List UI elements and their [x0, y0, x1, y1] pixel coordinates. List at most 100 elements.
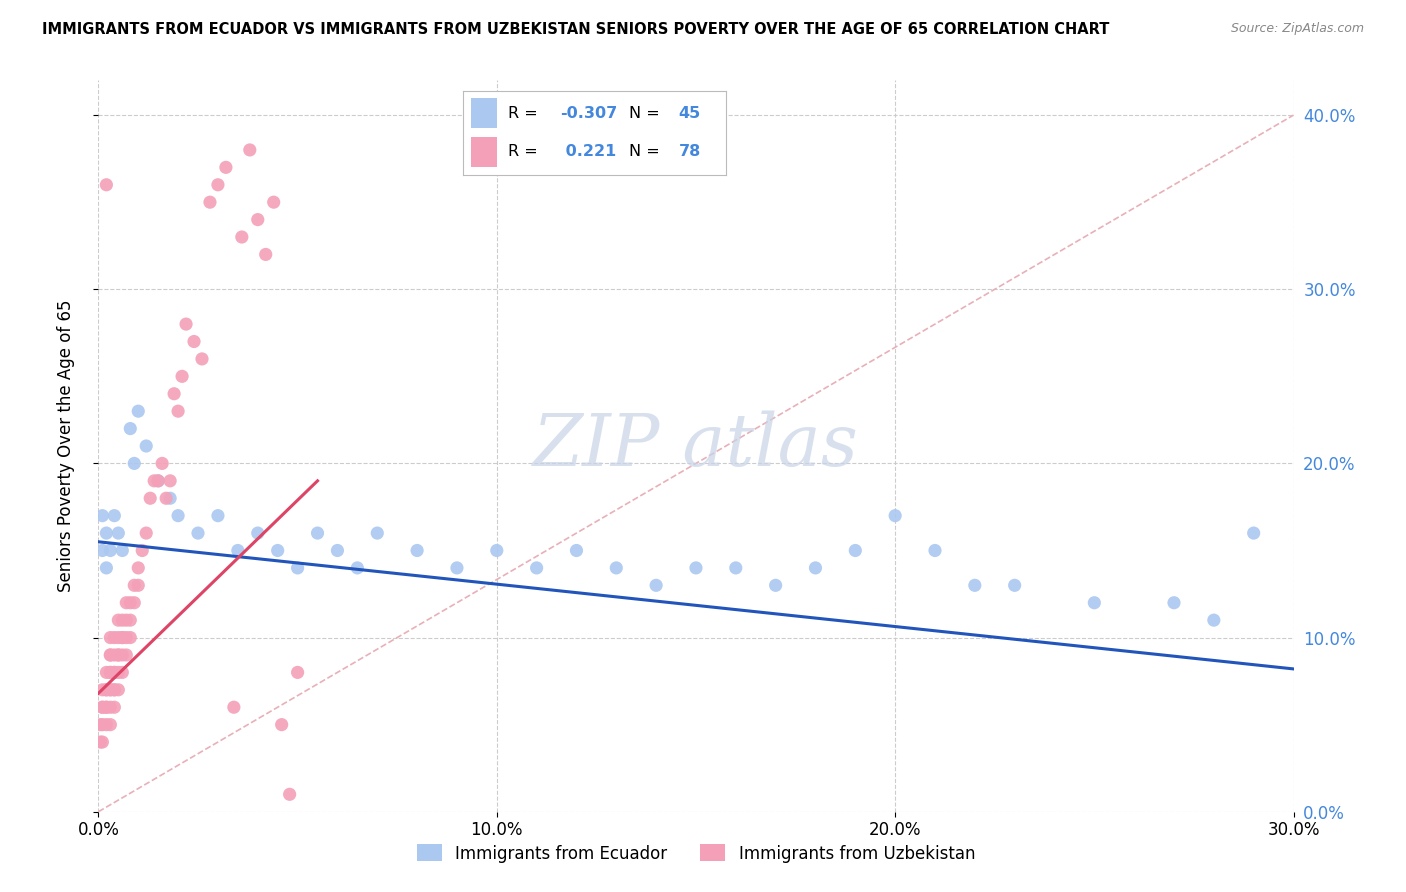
Point	[239, 143, 262, 157]
Point	[103, 665, 125, 680]
Point	[98, 631, 122, 645]
Point	[107, 665, 129, 680]
Point	[120, 613, 142, 627]
Point	[526, 561, 548, 575]
Point	[366, 526, 388, 541]
Text: ZIP atlas: ZIP atlas	[533, 410, 859, 482]
Point	[226, 543, 249, 558]
Point	[115, 631, 138, 645]
Point	[135, 526, 157, 541]
Legend: Immigrants from Ecuador, Immigrants from Uzbekistan: Immigrants from Ecuador, Immigrants from…	[411, 838, 981, 869]
Point	[115, 596, 138, 610]
Point	[91, 700, 114, 714]
Point	[963, 578, 986, 592]
Point	[103, 508, 125, 523]
Point	[89, 717, 111, 731]
Point	[103, 700, 125, 714]
Point	[103, 631, 125, 645]
Point	[924, 543, 946, 558]
Point	[884, 508, 907, 523]
Point	[98, 648, 122, 662]
Point	[107, 613, 129, 627]
Point	[446, 561, 468, 575]
Point	[111, 631, 134, 645]
Point	[124, 596, 146, 610]
Point	[96, 682, 118, 697]
Point	[685, 561, 707, 575]
Point	[96, 700, 118, 714]
Y-axis label: Seniors Poverty Over the Age of 65: Seniors Poverty Over the Age of 65	[56, 300, 75, 592]
Point	[127, 578, 149, 592]
Point	[139, 491, 162, 506]
Point	[111, 543, 134, 558]
Point	[163, 386, 186, 401]
Point	[131, 543, 153, 558]
Point	[96, 526, 118, 541]
Point	[159, 474, 181, 488]
Point	[115, 613, 138, 627]
Point	[89, 735, 111, 749]
Point	[406, 543, 429, 558]
Point	[96, 700, 118, 714]
Point	[127, 561, 149, 575]
Point	[111, 665, 134, 680]
Point	[107, 526, 129, 541]
Point	[91, 735, 114, 749]
Point	[120, 421, 142, 435]
Point	[1163, 596, 1185, 610]
Point	[91, 700, 114, 714]
Point	[159, 491, 181, 506]
Text: IMMIGRANTS FROM ECUADOR VS IMMIGRANTS FROM UZBEKISTAN SENIORS POVERTY OVER THE A: IMMIGRANTS FROM ECUADOR VS IMMIGRANTS FR…	[42, 22, 1109, 37]
Point	[267, 543, 290, 558]
Point	[98, 665, 122, 680]
Point	[96, 682, 118, 697]
Point	[103, 648, 125, 662]
Point	[246, 212, 269, 227]
Point	[96, 178, 118, 192]
Point	[103, 682, 125, 697]
Point	[124, 578, 146, 592]
Point	[124, 457, 146, 471]
Point	[135, 439, 157, 453]
Point	[115, 648, 138, 662]
Point	[565, 543, 588, 558]
Point	[91, 543, 114, 558]
Point	[98, 648, 122, 662]
Point	[111, 613, 134, 627]
Point	[103, 665, 125, 680]
Point	[107, 631, 129, 645]
Point	[91, 508, 114, 523]
Point	[645, 578, 668, 592]
Point	[127, 404, 149, 418]
Point	[98, 682, 122, 697]
Point	[804, 561, 827, 575]
Point	[155, 491, 177, 506]
Point	[263, 195, 285, 210]
Point	[1004, 578, 1026, 592]
Point	[215, 161, 238, 175]
Point	[485, 543, 508, 558]
Point	[98, 717, 122, 731]
Point	[96, 665, 118, 680]
Point	[107, 648, 129, 662]
Point	[1083, 596, 1105, 610]
Point	[107, 682, 129, 697]
Point	[207, 178, 229, 192]
Text: Source: ZipAtlas.com: Source: ZipAtlas.com	[1230, 22, 1364, 36]
Point	[103, 682, 125, 697]
Point	[174, 317, 197, 331]
Point	[207, 508, 229, 523]
Point	[246, 526, 269, 541]
Point	[191, 351, 214, 366]
Point	[254, 247, 277, 261]
Point	[96, 717, 118, 731]
Point	[111, 631, 134, 645]
Point	[148, 474, 170, 488]
Point	[222, 700, 245, 714]
Point	[198, 195, 221, 210]
Point	[287, 561, 309, 575]
Point	[120, 631, 142, 645]
Point	[187, 526, 209, 541]
Point	[326, 543, 349, 558]
Point	[96, 561, 118, 575]
